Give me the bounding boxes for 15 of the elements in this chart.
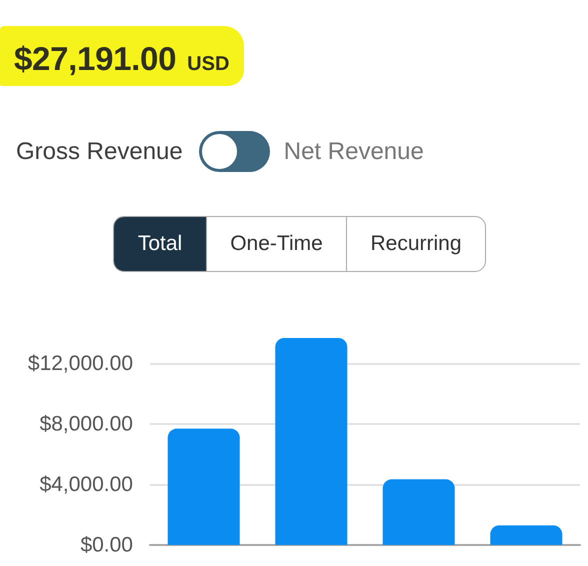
text: Gross Revenue	[16, 138, 183, 166]
y-tick-label: $4,000.00	[40, 473, 133, 496]
bar	[490, 525, 562, 545]
segment-button: One-Time	[206, 217, 346, 271]
y-tick-label: $0.00	[80, 534, 133, 556]
chart-subtitle: USD	[187, 53, 230, 75]
chart-title: $27,191.00	[14, 40, 176, 77]
segment-button: Recurring	[346, 217, 485, 271]
text: Net Revenue	[284, 138, 424, 166]
y-tick-label: $8,000.00	[40, 412, 133, 436]
bar	[275, 338, 348, 545]
selected-segment-button: Total	[114, 217, 206, 271]
bar	[382, 479, 455, 545]
bar	[168, 428, 240, 545]
y-tick-label: $12,000.00	[28, 352, 133, 376]
